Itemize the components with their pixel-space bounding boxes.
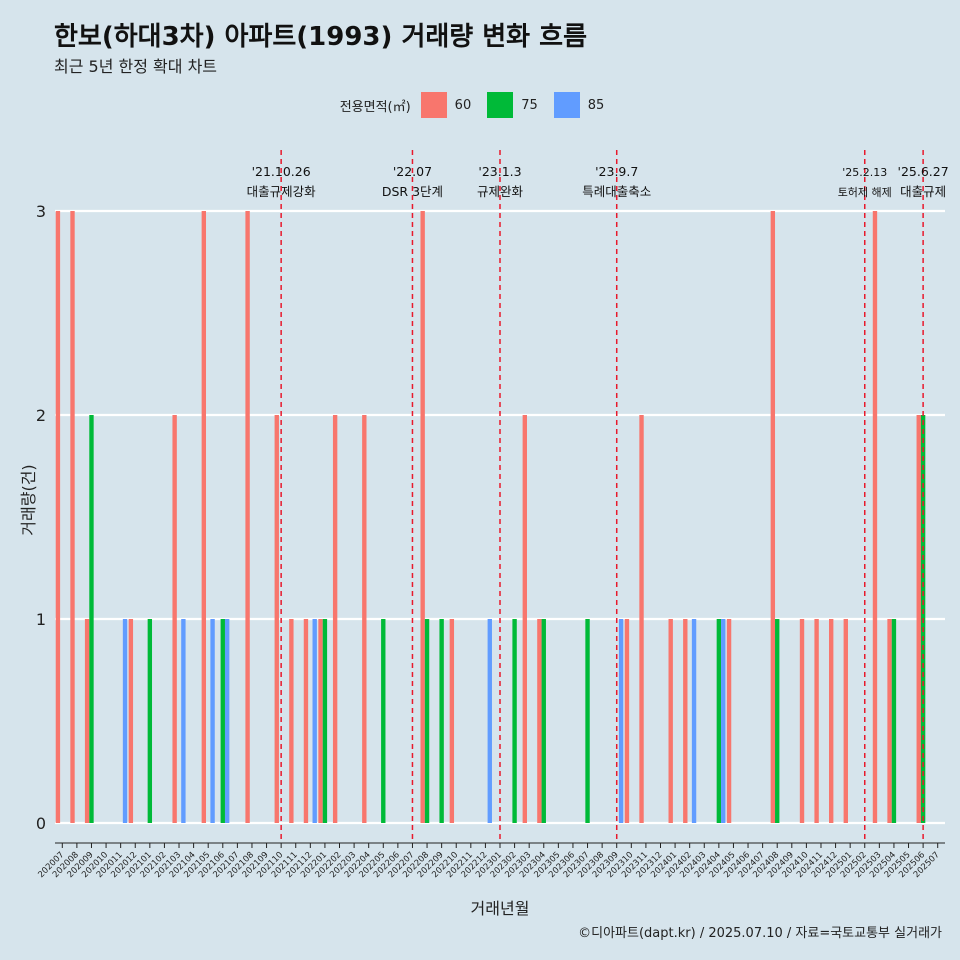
chart-subtitle: 최근 5년 한정 확대 차트 (54, 57, 218, 76)
bar-60-202402 (683, 619, 688, 823)
y-axis-title: 거래량(건) (19, 464, 38, 535)
chart-caption: ©디아파트(dapt.kr) / 2025.07.10 / 자료=국토교통부 실… (578, 926, 942, 941)
bar-60-202012 (128, 619, 134, 823)
bar-85-202103 (181, 619, 186, 823)
y-tick-label-1: 1 (36, 610, 46, 629)
event-date-label-0: '21.10.26 (252, 164, 311, 179)
bar-60-202111 (289, 619, 294, 823)
legend-item-60: 60 (420, 92, 472, 118)
bar-60-202411 (814, 619, 819, 823)
bar-60-202210 (449, 619, 455, 823)
event-date-label-5: '25.6.27 (898, 164, 949, 179)
bar-60-202112 (303, 619, 309, 823)
bar-75-202209 (439, 619, 444, 823)
bar-75-202201 (322, 619, 328, 823)
bar-60-202202 (332, 415, 338, 823)
bar-60-202204 (362, 415, 367, 823)
bar-60-202208 (420, 211, 425, 823)
bar-60-202009 (84, 619, 90, 823)
bar-75-202106 (220, 619, 225, 823)
bar-60-202108 (245, 211, 250, 823)
bar-60-202405 (726, 619, 732, 823)
event-date-label-1: '22.07 (393, 164, 432, 179)
bar-60-202408 (770, 211, 776, 823)
y-tick-label-3: 3 (36, 202, 46, 221)
bar-60-202311 (639, 415, 644, 823)
legend-title: 전용면적(㎡) (339, 99, 411, 115)
legend-item-85: 85 (553, 92, 605, 118)
bar-60-202110 (274, 415, 279, 823)
bar-85-202402 (691, 619, 697, 823)
y-tick-label-0: 0 (36, 814, 46, 833)
event-desc-label-5: 대출규제 (900, 184, 946, 199)
bar-75-202101 (147, 619, 153, 823)
bar-75-202205 (381, 619, 386, 823)
legend-label-85: 85 (587, 97, 605, 113)
x-axis-title: 거래년월 (471, 899, 530, 918)
bar-75-202304 (541, 619, 546, 823)
event-desc-label-0: 대출규제강화 (247, 184, 317, 199)
legend: 전용면적(㎡) 60 75 85 (0, 92, 960, 118)
bar-60-202303 (522, 415, 527, 823)
bar-85-202112 (312, 619, 317, 823)
bar-85-202309 (618, 619, 624, 823)
bar-60-202412 (829, 619, 834, 823)
legend-swatch-75 (487, 92, 514, 118)
event-date-label-2: '23.1.3 (478, 164, 521, 179)
bar-75-202408 (775, 619, 780, 823)
bar-75-202404 (716, 619, 722, 823)
bar-60-202504 (887, 619, 892, 823)
bar-75-202302 (512, 619, 517, 823)
bar-75-202009 (89, 415, 94, 823)
bar-60-202401 (668, 619, 673, 823)
bar-85-202105 (210, 619, 215, 823)
bar-60-202503 (872, 211, 878, 823)
bar-75-202307 (585, 619, 590, 823)
event-date-label-4: '25.2.13 (842, 166, 887, 179)
bar-60-202103 (172, 415, 177, 823)
event-desc-label-3: 특례대출축소 (582, 184, 651, 199)
bar-75-202504 (891, 619, 897, 823)
bar-60-202007 (55, 211, 61, 823)
bar-75-202208 (424, 619, 430, 823)
event-desc-label-1: DSR 3단계 (382, 184, 443, 199)
bar-60-202310 (624, 619, 630, 823)
event-desc-label-4: 토허제 해제 (838, 185, 892, 199)
bar-60-202304 (537, 619, 542, 823)
event-desc-label-2: 규제완화 (477, 184, 524, 199)
bar-60-202506 (916, 415, 921, 823)
legend-item-75: 75 (487, 92, 538, 118)
bar-60-202105 (201, 211, 207, 823)
legend-swatch-85 (553, 92, 580, 118)
bar-85-202011 (122, 619, 128, 823)
chart-title: 한보(하대3차) 아파트(1993) 거래량 변화 흐름 (54, 22, 587, 52)
bar-60-202501 (843, 619, 848, 823)
bar-85-202404 (721, 619, 726, 823)
legend-label-75: 75 (521, 97, 538, 113)
bar-85-202212 (487, 619, 492, 823)
legend-swatch-60 (420, 92, 447, 118)
bar-60-202008 (70, 211, 75, 823)
bar-60-202410 (799, 619, 805, 823)
bar-85-202106 (224, 619, 230, 823)
y-tick-label-2: 2 (36, 406, 46, 425)
event-date-label-3: '23.9.7 (595, 164, 638, 179)
bar-60-202201 (318, 619, 323, 823)
legend-label-60: 60 (454, 97, 472, 113)
